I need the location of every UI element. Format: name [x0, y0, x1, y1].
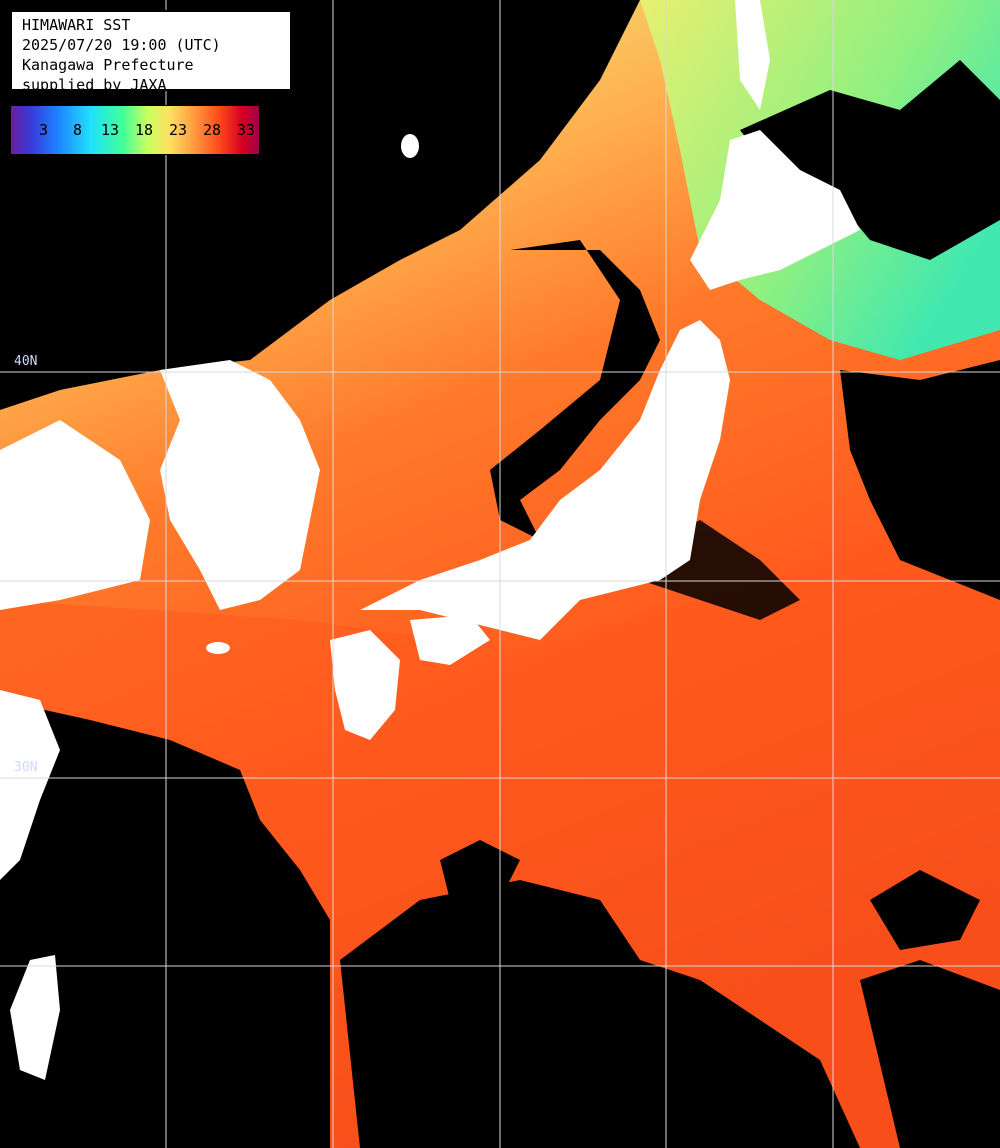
legend-tick: 8 — [73, 121, 83, 139]
lat-label-30n: 30N — [14, 760, 38, 775]
legend-tick: 13 — [101, 121, 120, 139]
hokkaido — [690, 130, 860, 290]
product-title: HIMAWARI SST — [22, 16, 131, 34]
sakhalin — [735, 0, 770, 110]
legend-tick: 18 — [135, 121, 154, 139]
legend-tick: 33 — [237, 121, 256, 139]
china-coast — [0, 690, 60, 880]
legend-tick: 3 — [39, 121, 49, 139]
data-supplier: supplied by JAXA — [22, 76, 167, 94]
taiwan — [10, 955, 60, 1080]
island-jeju — [206, 642, 230, 654]
island-small — [401, 134, 419, 158]
asian-mainland-west — [0, 420, 150, 610]
honshu — [360, 320, 730, 640]
legend-tick: 28 — [203, 121, 222, 139]
temperature-legend: 3 8 13 18 23 28 33 — [10, 105, 260, 155]
land-mask — [0, 0, 860, 1080]
legend-tick: 23 — [169, 121, 188, 139]
timestamp: 2025/07/20 19:00 (UTC) — [22, 36, 221, 54]
shikoku — [410, 615, 490, 665]
korean-peninsula — [160, 360, 320, 610]
title-box: HIMAWARI SST 2025/07/20 19:00 (UTC) Kana… — [10, 10, 292, 94]
prefecture: Kanagawa Prefecture — [22, 56, 194, 74]
kyushu — [330, 630, 400, 740]
lat-label-40n: 40N — [14, 354, 38, 369]
